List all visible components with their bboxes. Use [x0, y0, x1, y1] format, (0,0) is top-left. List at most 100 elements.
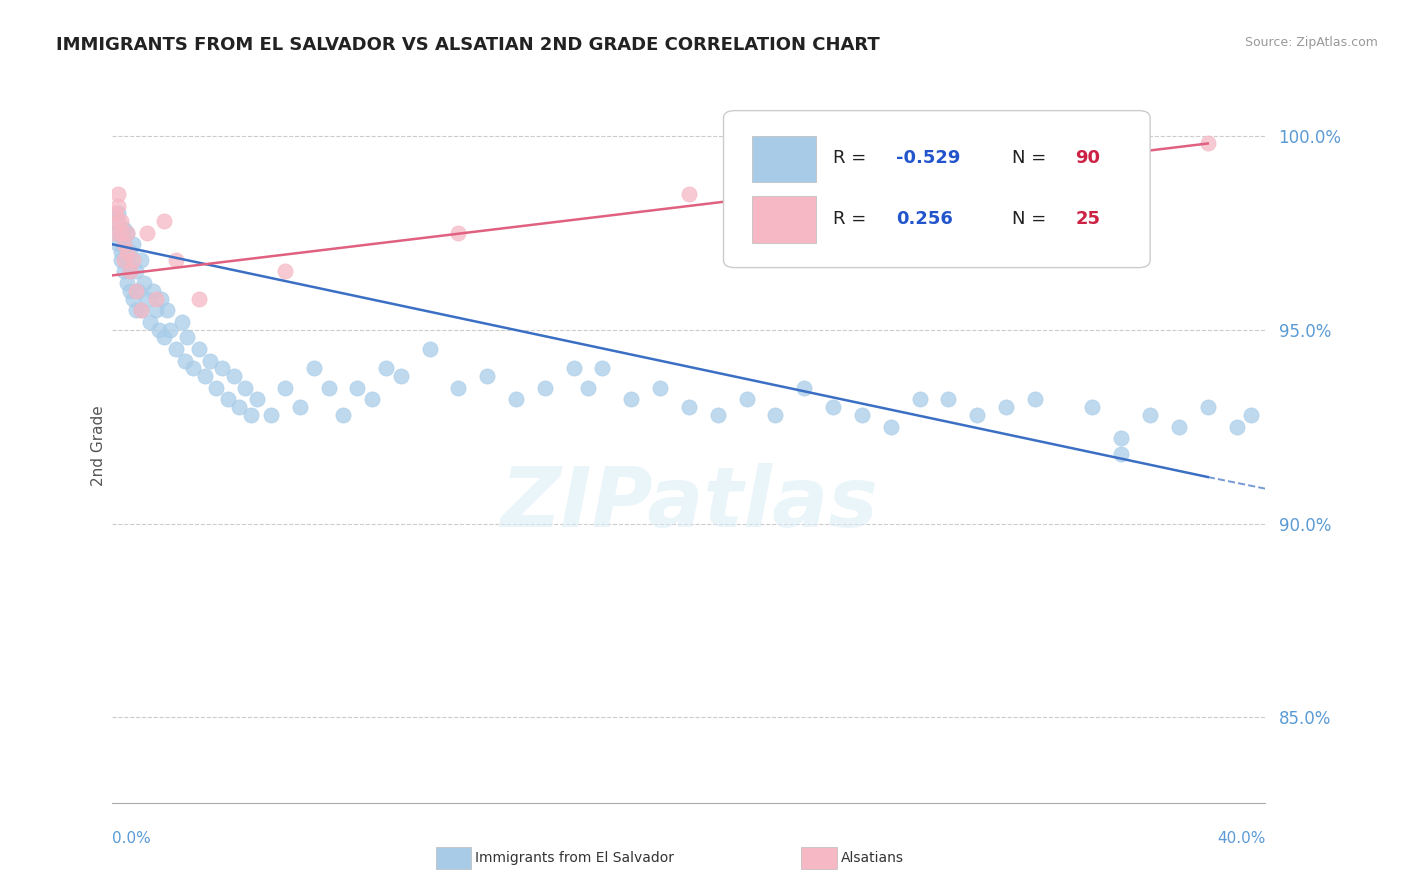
Point — [129, 303, 153, 318]
Point — [222, 369, 245, 384]
Point — [188, 342, 211, 356]
Point — [200, 353, 222, 368]
Text: 25: 25 — [1076, 211, 1099, 228]
Point — [678, 186, 700, 201]
Text: -0.529: -0.529 — [897, 150, 960, 168]
Text: 40.0%: 40.0% — [1218, 831, 1265, 846]
Point — [112, 264, 135, 278]
Point — [110, 252, 132, 267]
Point — [148, 323, 170, 337]
Point — [110, 214, 132, 228]
Point — [735, 392, 758, 407]
Point — [176, 330, 198, 344]
Text: 0.256: 0.256 — [897, 211, 953, 228]
Point — [1197, 401, 1219, 415]
Point — [118, 284, 141, 298]
Point — [112, 237, 135, 252]
Point — [966, 160, 988, 174]
Point — [245, 392, 267, 407]
Point — [475, 369, 498, 384]
Point — [648, 381, 672, 395]
Point — [1197, 136, 1219, 151]
Point — [533, 381, 555, 395]
Text: Source: ZipAtlas.com: Source: ZipAtlas.com — [1244, 36, 1378, 49]
Text: 0.0%: 0.0% — [112, 831, 152, 846]
Point — [1024, 392, 1046, 407]
Text: IMMIGRANTS FROM EL SALVADOR VS ALSATIAN 2ND GRADE CORRELATION CHART: IMMIGRANTS FROM EL SALVADOR VS ALSATIAN … — [56, 36, 880, 54]
Text: Immigrants from El Salvador: Immigrants from El Salvador — [475, 851, 675, 865]
Point — [274, 381, 297, 395]
Point — [505, 392, 527, 407]
Point — [447, 381, 470, 395]
Point — [121, 237, 143, 252]
Point — [765, 408, 787, 422]
Point — [118, 264, 141, 278]
Point — [124, 303, 146, 318]
Point — [107, 186, 129, 201]
Point — [188, 292, 211, 306]
Point — [124, 284, 146, 298]
Point — [1240, 408, 1263, 422]
Point — [115, 276, 138, 290]
Point — [118, 264, 141, 278]
Point — [1139, 408, 1161, 422]
Point — [260, 408, 283, 422]
Text: R =: R = — [832, 211, 872, 228]
Point — [173, 353, 195, 368]
Point — [129, 303, 153, 318]
Point — [233, 381, 256, 395]
Text: N =: N = — [1012, 150, 1052, 168]
Point — [142, 284, 165, 298]
Point — [136, 226, 159, 240]
Point — [181, 361, 204, 376]
Point — [118, 245, 141, 260]
Point — [165, 252, 187, 267]
Point — [447, 226, 470, 240]
Y-axis label: 2nd Grade: 2nd Grade — [90, 406, 105, 486]
Point — [115, 226, 138, 240]
Point — [793, 381, 815, 395]
Point — [159, 323, 181, 337]
Point — [104, 226, 127, 240]
Point — [880, 419, 903, 434]
Point — [908, 392, 931, 407]
Point — [104, 206, 127, 220]
Bar — [752, 136, 815, 182]
Point — [562, 361, 585, 376]
Point — [304, 361, 326, 376]
Point — [1111, 431, 1133, 445]
Point — [110, 226, 132, 240]
Point — [318, 381, 340, 395]
Point — [107, 206, 129, 220]
Point — [375, 361, 398, 376]
Point — [112, 252, 135, 267]
Point — [389, 369, 412, 384]
Point — [678, 401, 700, 415]
Point — [995, 401, 1018, 415]
Point — [110, 226, 132, 240]
Point — [821, 401, 844, 415]
Point — [205, 381, 228, 395]
Point — [153, 214, 176, 228]
Point — [576, 381, 599, 395]
Point — [620, 392, 643, 407]
Point — [217, 392, 239, 407]
Point — [936, 392, 959, 407]
Point — [139, 315, 162, 329]
Point — [274, 264, 297, 278]
Point — [115, 252, 138, 267]
Text: Alsatians: Alsatians — [841, 851, 904, 865]
Point — [110, 245, 132, 260]
Point — [1167, 419, 1189, 434]
Point — [228, 401, 250, 415]
Point — [104, 226, 127, 240]
Point — [332, 408, 354, 422]
Point — [145, 292, 167, 306]
Point — [115, 226, 138, 240]
Point — [346, 381, 368, 395]
Point — [360, 392, 382, 407]
Point — [156, 303, 179, 318]
Point — [107, 214, 129, 228]
Point — [127, 284, 149, 298]
Point — [134, 276, 156, 290]
